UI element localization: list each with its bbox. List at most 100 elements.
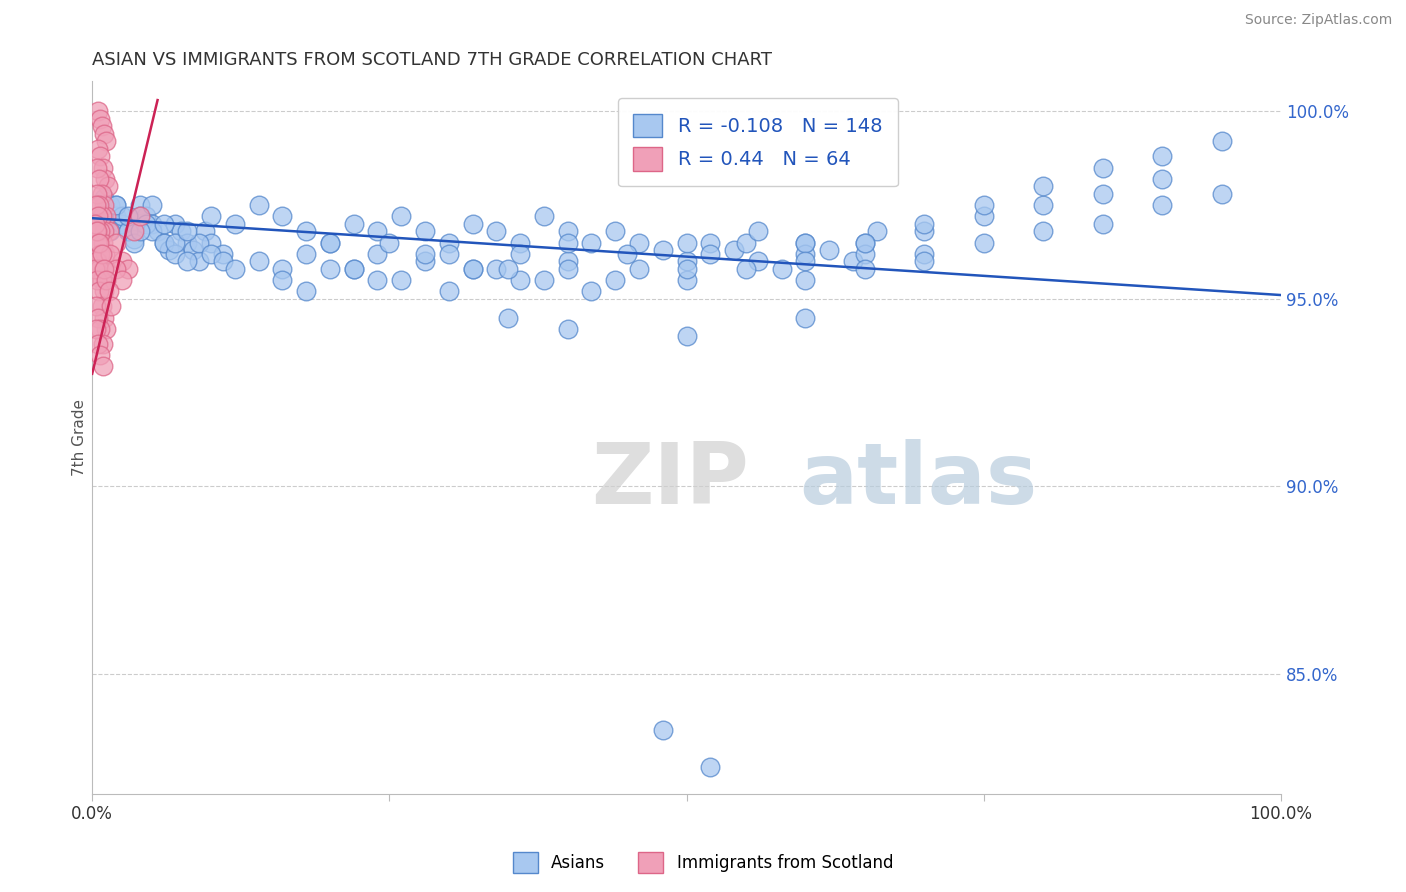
Point	[135, 217, 157, 231]
Point	[627, 261, 650, 276]
Point	[461, 217, 484, 231]
Point	[90, 120, 112, 134]
Point	[96, 134, 118, 148]
Point	[84, 224, 107, 238]
Point	[98, 224, 121, 238]
Point	[97, 179, 120, 194]
Point	[853, 235, 876, 250]
Point	[581, 235, 603, 250]
Point	[90, 210, 112, 224]
Point	[224, 261, 246, 276]
Point	[93, 285, 115, 299]
Point	[557, 322, 579, 336]
Point	[90, 186, 112, 201]
Point	[818, 243, 841, 257]
Point	[86, 186, 108, 201]
Point	[93, 198, 115, 212]
Point	[366, 273, 388, 287]
Point	[271, 210, 294, 224]
Point	[117, 224, 139, 238]
Point	[111, 217, 134, 231]
Point	[89, 235, 111, 250]
Point	[699, 247, 721, 261]
Point	[247, 254, 270, 268]
Point	[170, 224, 193, 238]
Point	[723, 243, 745, 257]
Point	[86, 254, 108, 268]
Point	[794, 254, 817, 268]
Point	[1091, 161, 1114, 175]
Point	[675, 254, 697, 268]
Text: ASIAN VS IMMIGRANTS FROM SCOTLAND 7TH GRADE CORRELATION CHART: ASIAN VS IMMIGRANTS FROM SCOTLAND 7TH GR…	[93, 51, 772, 69]
Point	[104, 261, 127, 276]
Point	[389, 273, 412, 287]
Point	[461, 261, 484, 276]
Point	[509, 235, 531, 250]
Point	[973, 210, 995, 224]
Point	[165, 247, 187, 261]
Point	[141, 224, 163, 238]
Point	[87, 310, 110, 325]
Point	[98, 198, 121, 212]
Point	[94, 273, 117, 287]
Text: ZIP: ZIP	[592, 439, 749, 522]
Point	[93, 217, 115, 231]
Point	[89, 112, 111, 126]
Point	[98, 247, 121, 261]
Text: atlas: atlas	[800, 439, 1038, 522]
Point	[389, 210, 412, 224]
Point	[111, 254, 134, 268]
Point	[94, 171, 117, 186]
Point	[122, 235, 145, 250]
Point	[343, 217, 366, 231]
Point	[366, 247, 388, 261]
Point	[200, 210, 222, 224]
Point	[413, 247, 436, 261]
Point	[557, 235, 579, 250]
Point	[86, 161, 108, 175]
Point	[912, 224, 935, 238]
Point	[90, 273, 112, 287]
Point	[84, 322, 107, 336]
Point	[651, 723, 673, 737]
Point	[89, 149, 111, 163]
Point	[97, 285, 120, 299]
Point	[104, 198, 127, 212]
Point	[87, 336, 110, 351]
Y-axis label: 7th Grade: 7th Grade	[72, 399, 87, 476]
Point	[1152, 198, 1174, 212]
Point	[84, 299, 107, 313]
Point	[96, 322, 118, 336]
Point	[104, 198, 127, 212]
Point	[605, 224, 627, 238]
Point	[496, 310, 519, 325]
Point	[89, 171, 111, 186]
Point	[104, 210, 127, 224]
Point	[91, 359, 114, 374]
Point	[413, 224, 436, 238]
Point	[699, 235, 721, 250]
Point	[509, 247, 531, 261]
Point	[111, 273, 134, 287]
Text: Source: ZipAtlas.com: Source: ZipAtlas.com	[1244, 13, 1392, 28]
Point	[194, 224, 217, 238]
Point	[973, 235, 995, 250]
Point	[699, 760, 721, 774]
Point	[141, 217, 163, 231]
Point	[770, 261, 793, 276]
Point	[413, 254, 436, 268]
Point	[1091, 186, 1114, 201]
Point	[747, 254, 769, 268]
Point	[794, 273, 817, 287]
Point	[141, 198, 163, 212]
Point	[271, 273, 294, 287]
Point	[496, 261, 519, 276]
Point	[675, 273, 697, 287]
Point	[117, 224, 139, 238]
Point	[122, 224, 145, 238]
Point	[89, 285, 111, 299]
Point	[84, 198, 107, 212]
Point	[343, 261, 366, 276]
Point	[912, 217, 935, 231]
Point	[794, 310, 817, 325]
